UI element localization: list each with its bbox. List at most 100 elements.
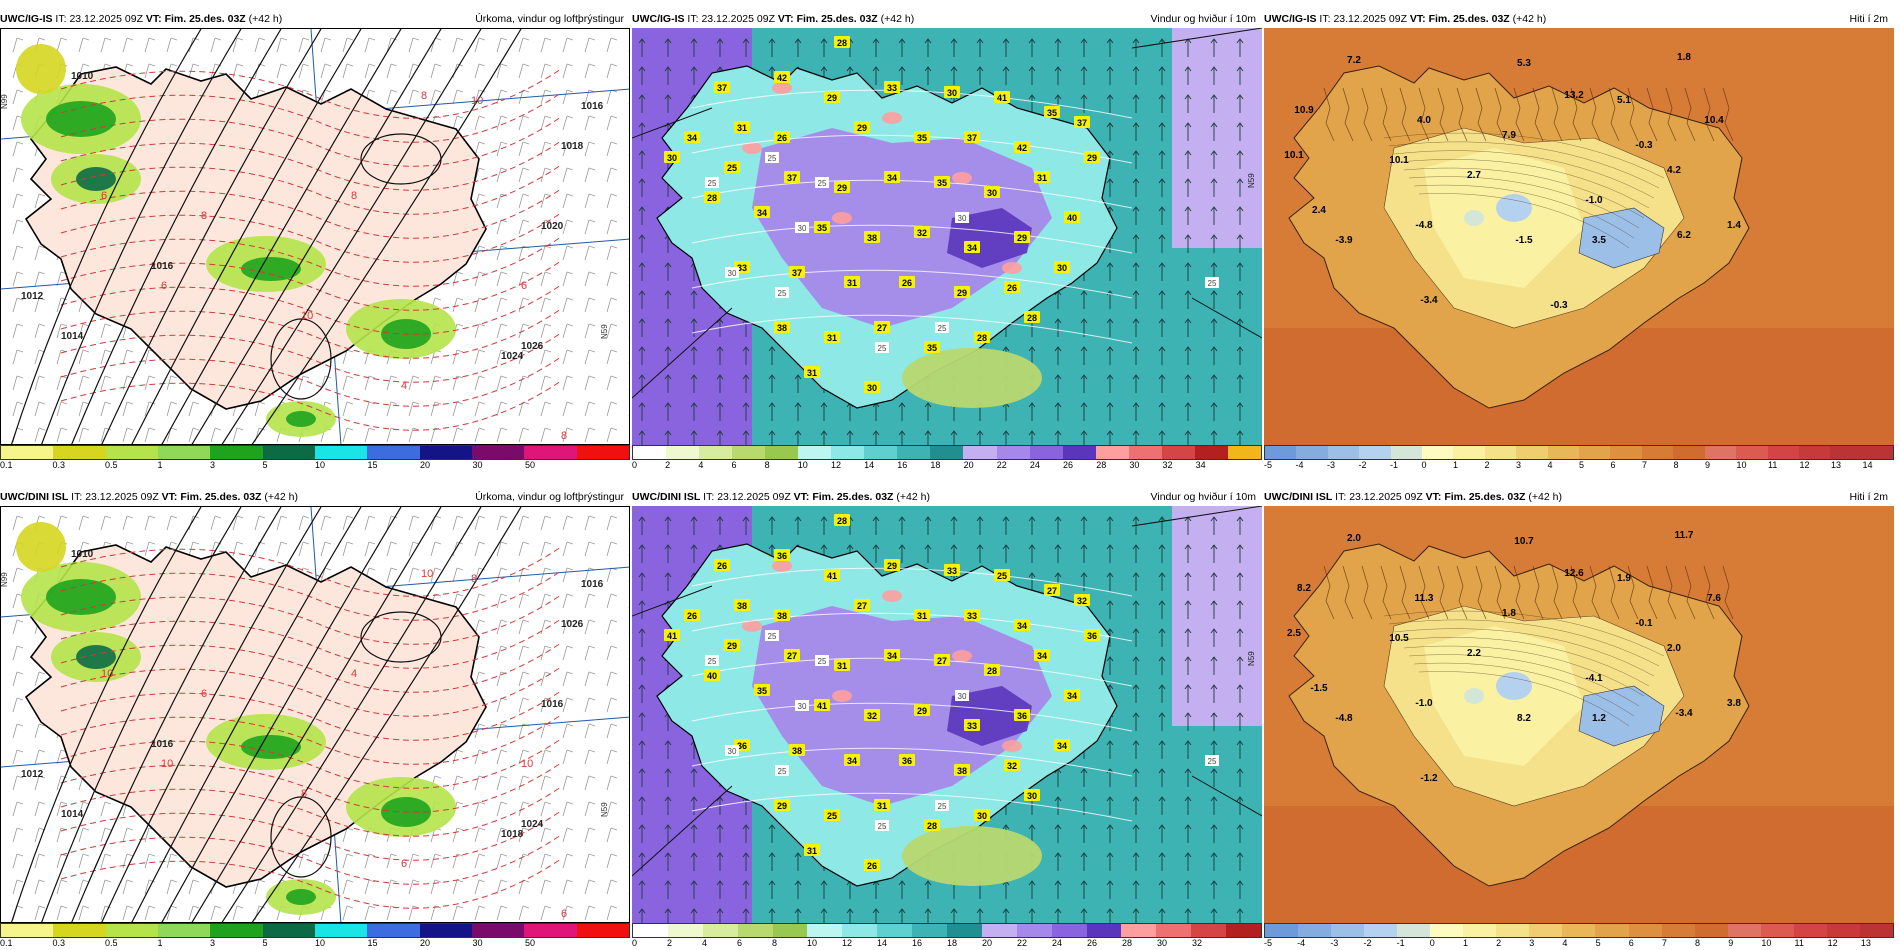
legend-tick-label: 34 <box>1195 460 1206 470</box>
gust-label: 25 <box>827 811 837 821</box>
legend-swatch <box>1062 446 1096 459</box>
lead-time: (+42 h) <box>248 13 283 25</box>
gust-label: 30 <box>1057 263 1067 273</box>
init-label: IT: <box>687 13 699 25</box>
gust-label: 26 <box>867 861 877 871</box>
gust-label: 36 <box>1087 631 1097 641</box>
gust-label: 35 <box>1047 108 1057 118</box>
legend-swatch <box>1547 446 1580 459</box>
legend-swatch <box>1704 446 1737 459</box>
wind-iso-label: 25 <box>938 802 947 811</box>
legend-tick-label: 11 <box>1768 460 1778 470</box>
temp-value-label: 10.1 <box>1284 150 1304 161</box>
legend-tick-label: -5 <box>1264 938 1273 948</box>
gust-label: 37 <box>787 173 797 183</box>
legend-swatch <box>576 446 629 459</box>
legend-tick-label: 4 <box>1547 460 1553 470</box>
temp-contour-label: 8 <box>301 788 307 800</box>
legend-tick-label: 12 <box>830 460 841 470</box>
gust-label: 36 <box>777 551 787 561</box>
temp-contour-label: 10 <box>471 95 483 107</box>
valid-label: VT: <box>161 491 178 503</box>
temp-value-label: 8.2 <box>1297 583 1311 594</box>
legend-tick-label: -2 <box>1358 460 1367 470</box>
wind-iso-label: 25 <box>708 179 717 188</box>
gust-label: 34 <box>1057 741 1067 751</box>
legend-swatch <box>53 446 106 459</box>
gust-label: 26 <box>777 133 787 143</box>
legend-ticks: -5 -4 -3 -2 -1 0 1 2 3 4 5 6 7 8 9 10 11 12 13 <box>1264 938 1894 949</box>
legend-tick-label: 8 <box>1673 460 1679 470</box>
temp-panel-dini: UWC/DINI ISL IT: 23.12.2025 09Z VT: Fim.… <box>1264 488 1894 948</box>
temp-value-label: -4.1 <box>1585 673 1603 684</box>
panel-header: UWC/DINI ISL IT: 23.12.2025 09Z VT: Fim.… <box>0 488 630 506</box>
legend-ticks: 0.1 0.3 0.5 1 3 5 10 15 20 30 50 <box>0 938 630 949</box>
gust-label: 42 <box>777 73 787 83</box>
legend-tick-label: 12 <box>1827 938 1838 948</box>
precip-legend: 0.1 0.3 0.5 1 3 5 10 15 20 30 50 <box>0 923 630 948</box>
gust-label: 25 <box>727 163 737 173</box>
legend-swatch <box>1673 446 1705 459</box>
temp-value-label: 3.8 <box>1727 698 1741 709</box>
legend-swatch <box>947 924 982 937</box>
gust-label: 31 <box>847 278 857 288</box>
legend-swatch <box>1760 924 1794 937</box>
legend-swatch <box>419 446 472 459</box>
legend-tick-label: 5 <box>1595 938 1601 948</box>
wind-iso-label: 30 <box>958 692 967 701</box>
wind-iso-label: 30 <box>798 702 807 711</box>
legend-tick-label: 10 <box>315 938 326 948</box>
precip-panel-dini: UWC/DINI ISL IT: 23.12.2025 09Z VT: Fim.… <box>0 488 630 948</box>
gust-label: 32 <box>917 228 927 238</box>
legend-tick-label: 9 <box>1705 460 1711 470</box>
gust-label: 38 <box>867 233 877 243</box>
wind-legend: 0 2 4 6 8 10 12 14 16 18 20 22 24 26 28 30 32 <box>632 923 1262 948</box>
legend-swatch <box>157 446 211 459</box>
legend-swatch <box>1194 446 1228 459</box>
legend-swatch <box>1359 446 1391 459</box>
gust-label: 38 <box>737 601 747 611</box>
legend-tick-label: 0.3 <box>52 460 66 470</box>
init-label: IT: <box>55 13 67 25</box>
legend-swatch <box>633 446 667 459</box>
legend-colorbar <box>632 923 1262 938</box>
isobar-label: 1020 <box>541 221 564 232</box>
wind-iso-label: 25 <box>938 324 947 333</box>
temp-value-label: 4.2 <box>1667 165 1681 176</box>
gust-label: 33 <box>967 721 977 731</box>
grid-label: N59 <box>600 802 609 817</box>
legend-tick-label: -4 <box>1297 938 1306 948</box>
legend-tick-label: 20 <box>982 938 993 948</box>
legend-swatch <box>210 924 263 937</box>
valid-time: Fim. 25.des. 03Z <box>1444 491 1526 503</box>
legend-swatch <box>963 446 997 459</box>
isobar-label: 1024 <box>521 819 544 830</box>
panel-title: Hiti í 2m <box>1849 13 1888 25</box>
legend-swatch <box>1463 924 1497 937</box>
legend-tick-label: 10 <box>797 460 808 470</box>
legend-swatch <box>996 446 1030 459</box>
valid-label: VT: <box>145 13 162 25</box>
legend-tick-label: 32 <box>1162 460 1173 470</box>
legend-tick-label: 1 <box>157 938 163 948</box>
wind-iso-label: 25 <box>1208 757 1217 766</box>
temp-value-label: -4.8 <box>1335 713 1353 724</box>
gust-label: 31 <box>807 846 817 856</box>
legend-swatch <box>772 924 808 937</box>
legend-tick-label: 20 <box>420 460 431 470</box>
legend-swatch <box>1226 924 1262 937</box>
gust-label: 31 <box>877 801 887 811</box>
gust-label: 25 <box>997 571 1007 581</box>
legend-swatch <box>666 446 700 459</box>
temp-value-label: 11.7 <box>1675 530 1694 541</box>
temp-value-label: 2.7 <box>1467 170 1481 181</box>
legend-swatch <box>1227 446 1261 459</box>
model-name: UWC/DINI ISL <box>0 491 69 503</box>
valid-label: VT: <box>793 491 810 503</box>
legend-swatch <box>1793 924 1827 937</box>
temp-value-label: 6.2 <box>1677 230 1691 241</box>
legend-tick-label: 4 <box>698 460 704 470</box>
lead-time: (+42 h) <box>1528 491 1562 503</box>
gust-label: 27 <box>877 323 887 333</box>
gust-label: 30 <box>1027 791 1037 801</box>
